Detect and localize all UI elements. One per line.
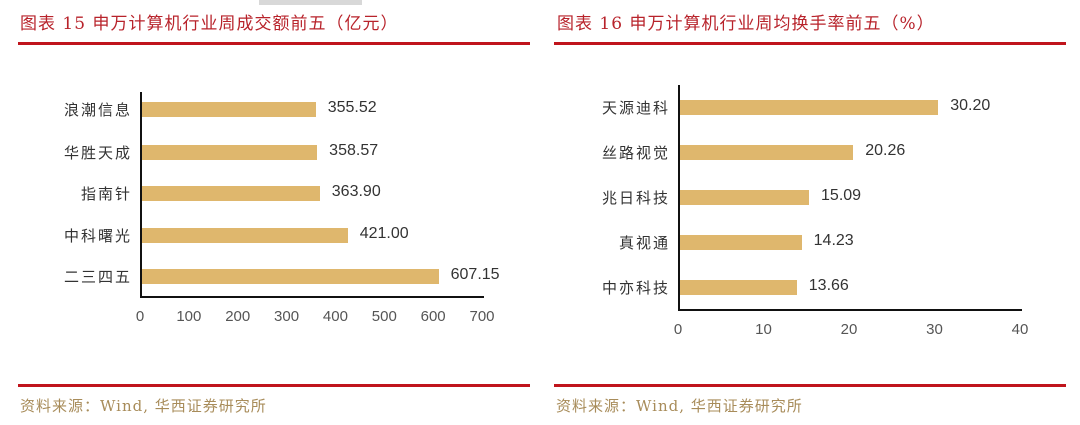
category-label: 二三四五: [63, 268, 132, 286]
x-axis: [140, 296, 484, 298]
x-tick-label: 300: [274, 308, 300, 325]
bar: [142, 102, 316, 117]
value-label: 13.66: [808, 277, 849, 294]
chart-title: 图表 15 申万计算机行业周成交额前五（亿元）: [20, 14, 399, 34]
x-axis: [678, 309, 1022, 311]
x-tick-label: 20: [840, 321, 858, 338]
category-label: 丝路视觉: [601, 144, 670, 162]
value-label: 363.90: [331, 183, 381, 200]
x-tick-label: 400: [322, 308, 348, 325]
value-label: 358.57: [329, 142, 379, 159]
category-label: 指南针: [80, 185, 132, 203]
x-tick-label: 200: [225, 308, 251, 325]
bar: [680, 190, 810, 205]
x-tick-label: 700: [469, 308, 495, 325]
x-tick-label: 0: [135, 308, 145, 325]
value-label: 421.00: [359, 225, 409, 242]
bar: [142, 186, 320, 201]
bar: [680, 235, 802, 250]
value-label: 14.23: [813, 232, 854, 249]
value-label: 15.09: [821, 187, 862, 204]
title-rule: [554, 42, 1066, 45]
bar: [680, 145, 854, 160]
source-rule: [554, 384, 1066, 387]
source-rule: [18, 384, 530, 387]
category-label: 兆日科技: [601, 189, 670, 207]
category-label: 华胜天成: [63, 144, 132, 162]
x-tick-label: 600: [420, 308, 446, 325]
value-label: 30.20: [950, 97, 991, 114]
source-note: 资料来源：Wind, 华西证券研究所: [556, 397, 803, 415]
x-tick-label: 100: [176, 308, 202, 325]
category-label: 中亦科技: [601, 279, 670, 297]
bar: [680, 100, 939, 115]
x-tick-label: 0: [673, 321, 683, 338]
x-tick-label: 30: [926, 321, 943, 338]
top-scroll-indicator: [259, 0, 362, 5]
bar: [142, 269, 439, 284]
bar: [142, 228, 348, 243]
category-label: 浪潮信息: [63, 101, 132, 119]
title-rule: [18, 42, 530, 45]
category-label: 天源迪科: [601, 99, 670, 117]
y-axis: [678, 85, 680, 309]
category-label: 真视通: [618, 234, 670, 252]
bar: [680, 280, 797, 295]
x-tick-label: 10: [755, 321, 772, 338]
x-tick-label: 40: [1011, 321, 1029, 338]
value-label: 20.26: [865, 142, 906, 159]
value-label: 355.52: [327, 99, 377, 116]
x-tick-label: 500: [371, 308, 397, 325]
bar: [142, 145, 318, 160]
category-label: 中科曙光: [63, 227, 132, 245]
y-axis: [140, 92, 142, 296]
source-note: 资料来源：Wind, 华西证券研究所: [20, 397, 267, 415]
chart-title: 图表 16 申万计算机行业周均换手率前五（%）: [557, 14, 935, 34]
value-label: 607.15: [450, 266, 500, 283]
